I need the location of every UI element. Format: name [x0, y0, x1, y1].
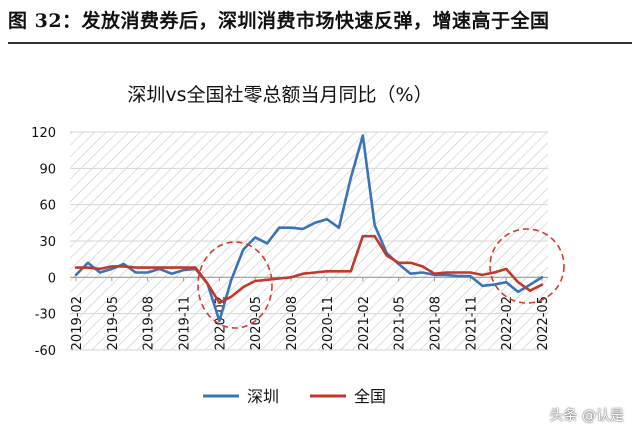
series-line-national [74, 234, 544, 305]
highlight-circle-2022 [489, 228, 565, 304]
x-tick-label: 2020-11 [321, 296, 336, 350]
watermark: 头条 @认是 [549, 408, 624, 424]
y-tick-label: -60 [35, 344, 56, 359]
x-tick-label: 2020-08 [285, 296, 300, 350]
x-tick-label: 2022-02 [500, 296, 515, 350]
x-tick-label: 2022-05 [536, 296, 551, 350]
x-tick-label: 2020-02 [213, 296, 228, 350]
x-tick-label: 2021-08 [428, 296, 443, 350]
x-tick-label: 2019-02 [70, 296, 85, 350]
y-tick-label: 0 [48, 271, 56, 286]
x-tick-label: 2020-05 [249, 296, 264, 350]
x-tick-label: 2021-11 [464, 296, 479, 350]
x-tick-label: 2021-05 [393, 296, 408, 350]
x-tick-label: 2019-08 [142, 296, 157, 350]
y-tick-label: 30 [39, 235, 56, 250]
x-tick-label: 2021-02 [357, 296, 372, 350]
legend-label: 全国 [354, 387, 386, 406]
legend: 深圳 全国 [203, 387, 386, 406]
x-tick-labels: 2019-02 2019-05 2019-08 2019-11 2020-02 2020-… [70, 296, 551, 350]
figure-title: 图 32：发放消费券后，深圳消费市场快速反弹，增速高于全国 [8, 10, 550, 32]
highlight-circle-2020 [197, 241, 273, 329]
y-tick-label: 60 [39, 199, 56, 214]
series-lines [74, 134, 544, 323]
y-tick-labels: -60 -30 0 30 60 90 120 [31, 126, 56, 359]
chart-title: 深圳vs全国社零总额当月同比（%） [127, 84, 432, 106]
legend-label: 深圳 [247, 387, 279, 406]
x-tick-label: 2019-05 [106, 296, 121, 350]
series-line-shenzhen [74, 134, 544, 323]
gridlines [70, 131, 548, 351]
title-divider [8, 42, 632, 44]
y-tick-label: -30 [35, 308, 56, 323]
y-tick-label: 120 [31, 126, 56, 141]
y-tick-label: 90 [39, 162, 56, 177]
x-tick-label: 2019-11 [178, 296, 193, 350]
